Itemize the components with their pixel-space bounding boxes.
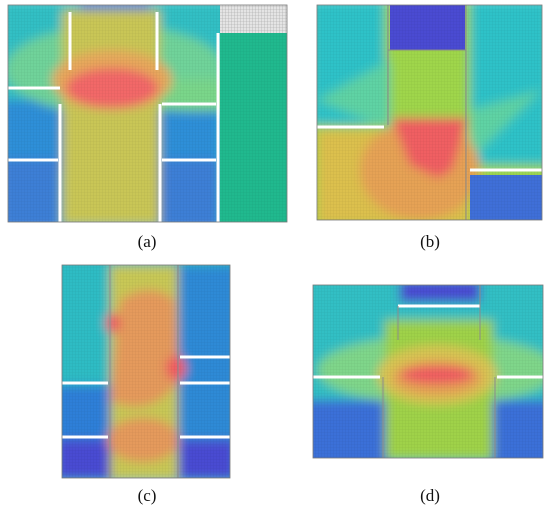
panel-label: (b) — [420, 232, 440, 251]
panel-c — [62, 265, 230, 478]
panel-d — [313, 285, 543, 458]
panel-frame — [7, 4, 288, 223]
panel-frame — [316, 4, 543, 221]
panel-frame — [61, 264, 231, 479]
panel-a — [8, 5, 287, 222]
panel-label: (a) — [138, 232, 157, 251]
panel-label: (c) — [138, 486, 157, 505]
panel-b — [317, 5, 542, 220]
panel-frame — [312, 284, 544, 459]
panel-label: (d) — [420, 486, 440, 505]
